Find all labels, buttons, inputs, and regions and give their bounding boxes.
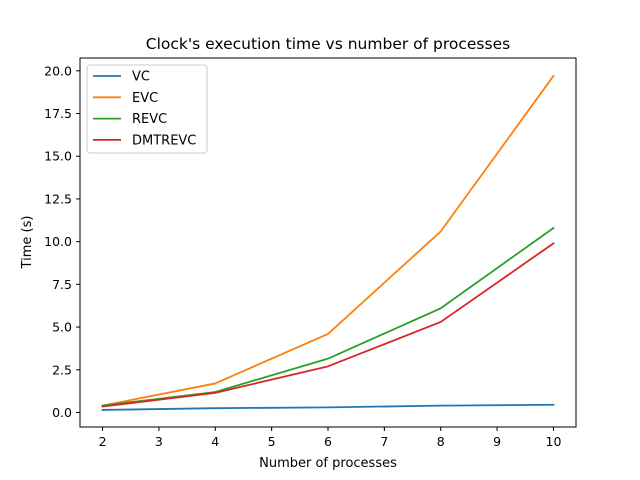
legend-box [86,64,208,154]
y-tick-label: 12.5 [44,191,72,206]
x-tick-label: 7 [380,434,388,449]
x-tick-label: 2 [99,434,107,449]
x-axis-label: Number of processes [259,456,397,471]
x-tick-label: 4 [211,434,219,449]
y-tick-label: 15.0 [44,149,72,164]
series-line-dmtrevc [101,242,555,408]
x-tick-label: 8 [437,434,445,449]
legend-label-dmtrevc: DMTREVC [132,133,196,148]
y-tick-label: 17.5 [44,106,72,121]
legend-label-evc: EVC [132,91,158,106]
y-tick-label: 20.0 [44,63,72,78]
plot-lines [101,74,555,411]
x-axis-ticks: 2 3 4 5 6 7 8 9 10 [99,427,562,449]
y-tick-label: 10.0 [44,234,72,249]
x-tick-label: 3 [155,434,163,449]
x-tick-label: 9 [493,434,501,449]
series-line-vc [101,403,555,411]
y-tick-label: 2.5 [52,362,72,377]
x-tick-label: 10 [546,434,562,449]
y-axis-label: Time (s) [20,216,35,270]
legend-label-vc: VC [132,70,150,85]
y-tick-label: 7.5 [52,277,72,292]
y-axis-ticks: 0.0 2.5 5.0 7.5 10.0 12.5 15.0 17.5 20.0 [44,63,80,420]
x-tick-label: 6 [324,434,332,449]
y-tick-label: 5.0 [52,320,72,335]
chart-title: Clock's execution time vs number of proc… [146,35,510,53]
x-tick-label: 5 [268,434,276,449]
legend: VC EVC REVC DMTREVC [86,64,208,154]
series-line-evc [101,74,555,407]
legend-label-revc: REVC [132,112,167,127]
y-tick-label: 0.0 [52,405,72,420]
